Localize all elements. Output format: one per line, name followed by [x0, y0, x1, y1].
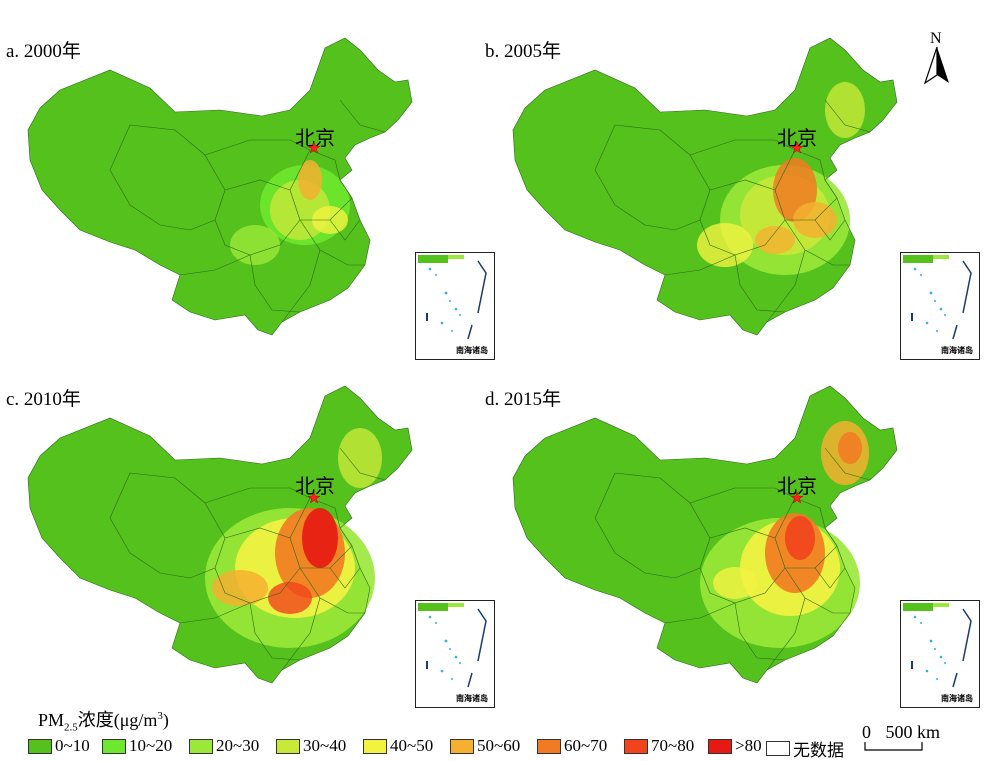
legend-title: PM2.5浓度(μg/m3) — [38, 706, 169, 734]
legend-item: 无数据 — [766, 736, 844, 761]
inset-label: 南海诸岛 — [941, 346, 973, 355]
pollution-hotspots-2010 — [205, 428, 382, 648]
china-map-2010 — [27, 385, 413, 684]
legend-title-sub: 2.5 — [64, 721, 78, 734]
beijing-star-icon — [791, 142, 803, 154]
beijing-star-icon — [308, 142, 320, 154]
legend-label: 30~40 — [303, 736, 347, 755]
legend-swatch — [624, 738, 648, 754]
panel-title: a. 2000年 — [6, 41, 81, 62]
legend-label: 60~70 — [564, 736, 608, 755]
north-arrow: N — [922, 30, 952, 85]
china-map-2000 — [27, 37, 413, 336]
inset-label: 南海诸岛 — [941, 694, 973, 703]
inset-map — [902, 254, 972, 340]
legend-item: 30~40 — [276, 736, 346, 756]
inset-label: 南海诸岛 — [456, 694, 488, 703]
legend-label: 40~50 — [390, 736, 434, 755]
legend-title-rest: 浓度(μg/m — [77, 710, 158, 730]
legend-label: 50~60 — [477, 736, 521, 755]
legend-label: 0~10 — [55, 736, 90, 755]
beijing-star-icon — [791, 492, 803, 504]
legend-swatch — [766, 741, 790, 756]
map-panel-2010: c. 2010年 北京 南海诸岛 — [0, 378, 495, 748]
legend-item: 10~20 — [102, 736, 172, 756]
south-china-sea-inset: 南海诸岛 — [415, 600, 495, 708]
legend-label: 10~20 — [129, 736, 173, 755]
scale-bar — [864, 742, 923, 751]
legend-label: 20~30 — [216, 736, 260, 755]
legend-swatch — [537, 738, 561, 754]
scale-value: 500 — [885, 722, 913, 742]
legend-label: >80 — [735, 736, 762, 755]
beijing-star-icon — [308, 492, 320, 504]
china-map-2015 — [512, 385, 898, 684]
map-panel-2015: d. 2015年 北京 南海诸岛 — [485, 378, 980, 748]
legend-swatch — [363, 738, 387, 754]
legend-title-main: PM — [38, 710, 65, 730]
panel-title: b. 2005年 — [485, 41, 562, 62]
pollution-hotspots-2015 — [700, 421, 869, 648]
legend-swatch — [450, 738, 474, 754]
panel-title: c. 2010年 — [6, 389, 81, 410]
legend-item: 40~50 — [363, 736, 433, 756]
north-label: N — [930, 30, 942, 47]
legend: 0~10 10~20 20~30 30~40 40~50 50~60 60~70… — [6, 736, 844, 760]
legend-swatch — [189, 738, 213, 754]
legend-swatch — [708, 738, 732, 754]
legend-item: 0~10 — [28, 736, 90, 756]
legend-label: 70~80 — [651, 736, 695, 755]
scale-zero: 0 — [862, 722, 871, 742]
map-panel-2000: a. 2000年 北京 南海诸岛 — [0, 30, 495, 400]
north-arrow-icon — [923, 47, 949, 85]
legend-swatch — [276, 738, 300, 754]
legend-swatch — [28, 738, 52, 754]
south-china-sea-inset: 南海诸岛 — [900, 252, 980, 360]
legend-title-end: ) — [162, 710, 169, 730]
legend-item: >80 — [708, 736, 762, 756]
legend-item: 60~70 — [537, 736, 607, 756]
china-map-2005 — [512, 37, 898, 336]
legend-item: 50~60 — [450, 736, 520, 756]
inset-label: 南海诸岛 — [456, 346, 488, 355]
beijing-label: 北京 — [295, 474, 335, 498]
inset-map — [902, 602, 972, 688]
south-china-sea-inset: 南海诸岛 — [415, 252, 495, 360]
pollution-hotspots-2005 — [697, 82, 865, 275]
legend-title-sup: 3 — [157, 710, 163, 722]
inset-map — [417, 602, 487, 688]
scale-label: 0 500 km — [862, 722, 940, 743]
inset-map — [417, 254, 487, 340]
legend-item: 20~30 — [189, 736, 259, 756]
south-china-sea-inset: 南海诸岛 — [900, 600, 980, 708]
legend-item: 70~80 — [624, 736, 694, 756]
legend-label: 无数据 — [793, 741, 844, 760]
legend-swatch — [102, 738, 126, 754]
map-panel-2005: b. 2005年 北京 南海诸岛 — [485, 30, 980, 400]
panel-title: d. 2015年 — [485, 389, 562, 410]
scale-unit: km — [917, 722, 941, 742]
